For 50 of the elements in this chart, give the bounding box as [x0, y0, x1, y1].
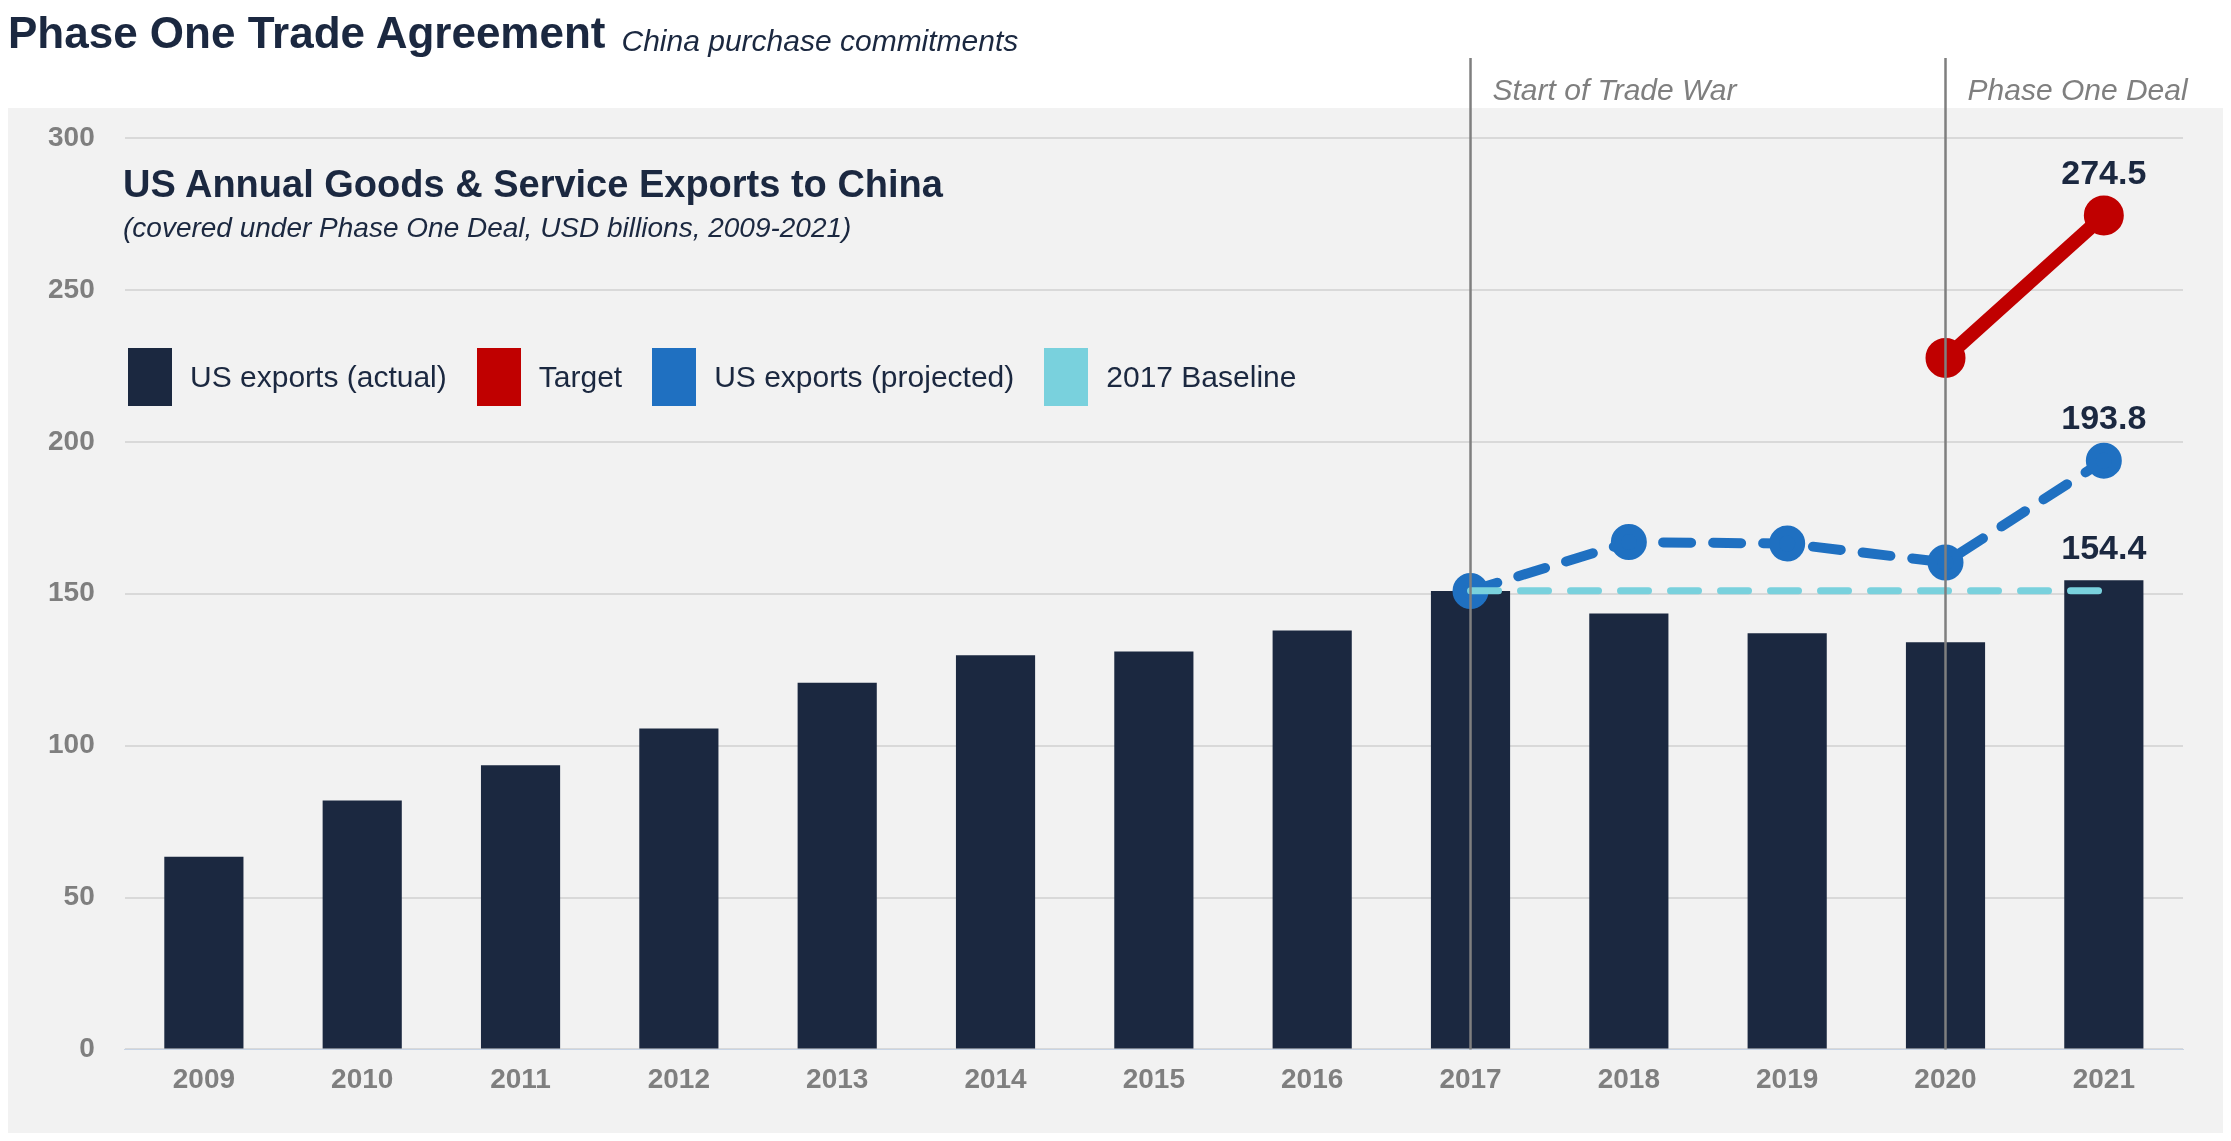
annotation: (covered under Phase One Deal, USD billions, 2009-2021) — [123, 212, 853, 244]
bar — [1747, 633, 1827, 1049]
x-tick-label: 2011 — [490, 1062, 551, 1094]
bar — [1272, 630, 1352, 1049]
x-tick-label: 2012 — [647, 1062, 711, 1094]
y-tick-label: 250 — [48, 272, 95, 304]
legend-label: US exports (projected) — [714, 360, 1015, 394]
x-tick-label: 2018 — [1597, 1062, 1660, 1094]
bar — [1430, 590, 1511, 1049]
x-tick-label: 2017 — [1439, 1062, 1502, 1094]
ref-line-label: Start of Trade War — [1492, 73, 1738, 107]
bar — [2064, 580, 2144, 1049]
chart-title: Phase One Trade Agreement — [8, 8, 606, 58]
data-label: 193.8 — [2061, 398, 2147, 437]
point — [2083, 195, 2124, 236]
bar — [1589, 613, 1669, 1049]
data-label: 154.4 — [2061, 527, 2147, 566]
legend-label: 2017 Baseline — [1106, 360, 1297, 394]
x-tick-label: 2016 — [1281, 1062, 1344, 1094]
x-tick-label: 2015 — [1122, 1062, 1186, 1094]
legend-label: US exports (actual) — [190, 360, 447, 394]
data-label: 274.5 — [2061, 152, 2147, 191]
bar — [639, 728, 719, 1049]
point — [1769, 525, 1806, 562]
x-tick-label: 2009 — [172, 1062, 236, 1094]
bar — [322, 800, 402, 1049]
y-tick-label: 200 — [48, 424, 95, 456]
y-tick-label: 0 — [79, 1032, 95, 1064]
x-tick-label: 2014 — [964, 1062, 1028, 1094]
bar — [1114, 651, 1194, 1049]
bar — [797, 682, 877, 1049]
chart-subtitle: China purchase commitments — [621, 24, 1019, 58]
bar — [1905, 642, 1986, 1049]
point — [1610, 524, 1647, 561]
legend-label: Target — [538, 360, 623, 394]
bar — [164, 856, 244, 1049]
y-tick-label: 300 — [48, 120, 95, 152]
y-tick-label: 100 — [48, 728, 95, 760]
x-tick-label: 2010 — [331, 1062, 394, 1094]
bar — [955, 655, 1036, 1049]
y-tick-label: 50 — [63, 880, 95, 912]
x-tick-label: 2020 — [1914, 1062, 1977, 1094]
x-tick-label: 2013 — [806, 1062, 869, 1094]
x-tick-label: 2019 — [1756, 1062, 1819, 1094]
annotation: US Annual Goods & Service Exports to China — [123, 163, 943, 206]
y-tick-label: 150 — [48, 576, 95, 608]
bar — [480, 765, 561, 1049]
ref-line-label: Phase One Deal — [1967, 73, 2189, 107]
point — [2085, 442, 2122, 479]
x-tick-label: 2021 — [2072, 1062, 2135, 1094]
